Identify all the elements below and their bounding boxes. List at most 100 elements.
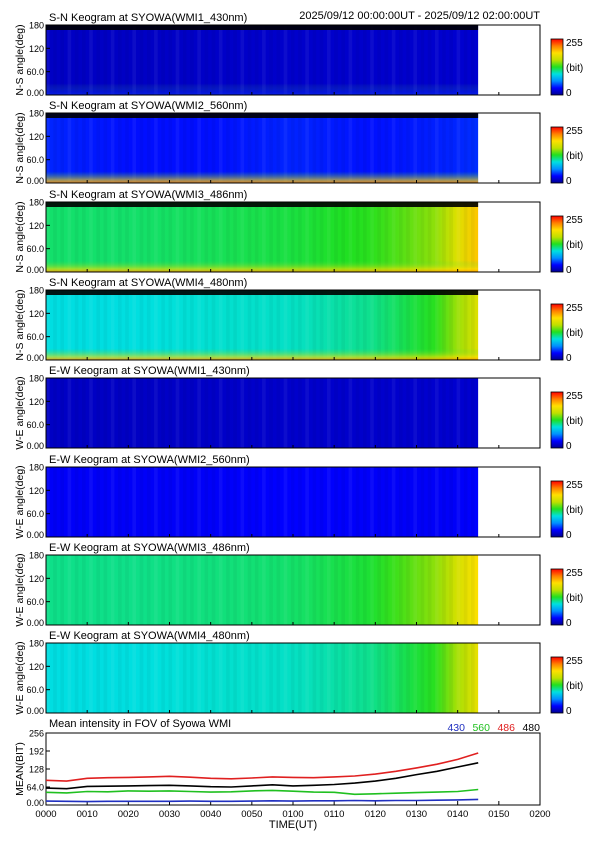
texture-stripe [53,643,57,713]
texture-stripe [89,643,93,713]
texture-stripe [60,378,64,448]
texture-stripe [341,555,345,625]
y-tick-label: 128 [29,765,44,775]
texture-stripe [204,555,209,625]
mean-intensity-plot: Mean intensity in FOV of Syowa WMI 480 486… [14,718,551,831]
texture-stripe [269,378,273,448]
y-tick-label: 0.00 [26,441,44,451]
texture-stripe [60,643,64,713]
keogram-panels: S-N Keogram at SYOWA(WMI1_430nm) 180 120 60… [14,12,583,717]
texture-stripe [427,467,432,537]
texture-stripe [427,643,432,713]
texture-stripe [283,467,288,537]
texture-stripe [334,378,338,448]
no-data-area [478,113,540,183]
texture-stripe [348,378,353,448]
texture-stripe [442,555,446,625]
y-axis-label: W-E angle(deg) [14,465,26,538]
y-tick-label: 0.00 [26,618,44,628]
texture-stripe [118,643,122,713]
texture-stripe [110,378,115,448]
texture-stripe [67,555,72,625]
texture-stripe [334,555,338,625]
panel-title: S-N Keogram at SYOWA(WMI4_480nm) [49,277,247,289]
texture-stripe [276,643,281,713]
texture-stripe [132,555,136,625]
texture-stripe [327,643,331,713]
no-data-area [478,25,540,95]
texture-stripe [471,467,475,537]
texture-stripe [283,555,288,625]
colorbar-min-label: 0 [566,706,572,717]
texture-stripe [355,378,360,448]
x-tick-label: 0120 [365,809,386,820]
texture-stripe [110,555,115,625]
y-tick-label: 0.00 [26,353,44,363]
y-tick-label: 60.0 [26,155,44,165]
keogram-panel-1: S-N Keogram at SYOWA(WMI1_430nm) 180 120 60… [14,12,583,99]
texture-stripe [290,555,295,625]
colorbar-unit-label: (bit) [566,681,583,692]
texture-stripe [82,555,86,625]
colorbar [550,126,564,184]
y-tick-label: 120 [29,574,44,584]
texture-stripe [161,643,165,713]
texture-stripe [204,467,209,537]
texture-stripe [240,378,245,448]
texture-stripe [168,555,173,625]
texture-stripe [211,467,216,537]
texture-stripe [312,555,317,625]
texture-stripe [218,643,223,713]
texture-stripe [435,643,439,713]
y-tick-label: 60.0 [26,420,44,430]
texture-stripe [341,378,345,448]
texture-stripe [96,643,100,713]
texture-stripe [74,555,79,625]
texture-stripe [435,378,439,448]
texture-stripe [413,467,417,537]
texture-stripe [305,643,309,713]
texture-stripe [348,467,353,537]
y-tick-label: 120 [29,662,44,672]
texture-stripe [175,467,180,537]
texture-stripe [341,467,345,537]
keogram-image [46,643,479,713]
texture-stripe [341,643,345,713]
no-data-area [478,202,540,272]
colorbar-max-label: 255 [566,391,583,402]
texture-stripe [269,643,273,713]
panel-title: E-W Keogram at SYOWA(WMI2_560nm) [49,454,250,466]
texture-stripe [240,643,245,713]
texture-stripe [449,378,453,448]
y-tick-label: 64.0 [26,783,44,793]
keogram-image [46,467,479,537]
texture-stripe [319,378,324,448]
colorbar [550,480,564,538]
texture-stripe [226,555,230,625]
y-axis-label: MEAN(BIT) [14,742,26,796]
keogram-panel-4: S-N Keogram at SYOWA(WMI4_480nm) 180 120 60… [14,277,583,364]
texture-stripe [74,467,79,537]
colorbar-min-label: 0 [566,530,572,541]
texture-stripe [449,467,453,537]
texture-stripe [74,378,79,448]
texture-stripe [334,467,338,537]
texture-stripe [312,643,317,713]
colorbar-min-label: 0 [566,618,572,629]
texture-stripe [110,467,115,537]
colorbar-min-label: 0 [566,88,572,99]
panel-title: S-N Keogram at SYOWA(WMI3_486nm) [49,189,247,201]
no-data-area [478,643,540,713]
top-edge-band [46,202,479,207]
texture-stripe [290,467,295,537]
texture-stripe [125,378,129,448]
texture-stripe [327,467,331,537]
texture-stripe [377,378,381,448]
top-edge-band [46,25,479,30]
texture-stripe [226,643,230,713]
texture-stripe [96,555,100,625]
texture-stripe [363,555,367,625]
top-edge-band [46,290,479,295]
texture-stripe [420,378,425,448]
texture-stripe [125,643,129,713]
